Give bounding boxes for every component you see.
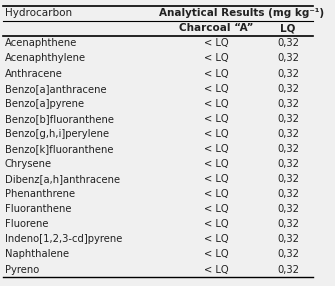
Text: 0,32: 0,32 — [277, 219, 299, 229]
Text: Benzo[g,h,i]perylene: Benzo[g,h,i]perylene — [5, 129, 109, 139]
Text: 0,32: 0,32 — [277, 174, 299, 184]
Text: Benzo[a]anthracene: Benzo[a]anthracene — [5, 84, 106, 94]
Text: Benzo[b]fluoranthene: Benzo[b]fluoranthene — [5, 114, 114, 124]
Text: 0,32: 0,32 — [277, 53, 299, 63]
Text: < LQ: < LQ — [204, 159, 229, 169]
Text: LQ: LQ — [280, 23, 295, 33]
Text: < LQ: < LQ — [204, 99, 229, 109]
Text: < LQ: < LQ — [204, 189, 229, 199]
Text: 0,32: 0,32 — [277, 265, 299, 275]
Text: Dibenz[a,h]anthracene: Dibenz[a,h]anthracene — [5, 174, 120, 184]
Text: < LQ: < LQ — [204, 84, 229, 94]
Text: < LQ: < LQ — [204, 129, 229, 139]
Text: < LQ: < LQ — [204, 204, 229, 214]
Text: Acenaphthylene: Acenaphthylene — [5, 53, 86, 63]
Text: < LQ: < LQ — [204, 219, 229, 229]
Text: Fluorene: Fluorene — [5, 219, 48, 229]
Text: 0,32: 0,32 — [277, 129, 299, 139]
Text: Naphthalene: Naphthalene — [5, 249, 69, 259]
Text: Hydrocarbon: Hydrocarbon — [5, 8, 72, 18]
Text: 0,32: 0,32 — [277, 159, 299, 169]
Text: 0,32: 0,32 — [277, 235, 299, 245]
Text: Benzo[a]pyrene: Benzo[a]pyrene — [5, 99, 84, 109]
Text: < LQ: < LQ — [204, 114, 229, 124]
Text: Indeno[1,2,3-cd]pyrene: Indeno[1,2,3-cd]pyrene — [5, 235, 122, 245]
Text: < LQ: < LQ — [204, 144, 229, 154]
Text: Anthracene: Anthracene — [5, 69, 63, 79]
Text: Pyreno: Pyreno — [5, 265, 39, 275]
Text: Fluoranthene: Fluoranthene — [5, 204, 71, 214]
Text: 0,32: 0,32 — [277, 69, 299, 79]
Text: Analytical Results (mg kg⁻¹): Analytical Results (mg kg⁻¹) — [159, 8, 324, 18]
Text: < LQ: < LQ — [204, 69, 229, 79]
Text: 0,32: 0,32 — [277, 189, 299, 199]
Text: < LQ: < LQ — [204, 249, 229, 259]
Text: < LQ: < LQ — [204, 174, 229, 184]
Text: Phenanthrene: Phenanthrene — [5, 189, 75, 199]
Text: < LQ: < LQ — [204, 38, 229, 48]
Text: < LQ: < LQ — [204, 265, 229, 275]
Text: 0,32: 0,32 — [277, 84, 299, 94]
Text: Charcoal “A”: Charcoal “A” — [180, 23, 254, 33]
Text: < LQ: < LQ — [204, 53, 229, 63]
Text: Chrysene: Chrysene — [5, 159, 52, 169]
Text: 0,32: 0,32 — [277, 204, 299, 214]
Text: Acenaphthene: Acenaphthene — [5, 38, 77, 48]
Text: Benzo[k]fluoranthene: Benzo[k]fluoranthene — [5, 144, 113, 154]
Text: 0,32: 0,32 — [277, 38, 299, 48]
Text: 0,32: 0,32 — [277, 249, 299, 259]
Text: 0,32: 0,32 — [277, 114, 299, 124]
Text: 0,32: 0,32 — [277, 144, 299, 154]
Text: < LQ: < LQ — [204, 235, 229, 245]
Text: 0,32: 0,32 — [277, 99, 299, 109]
